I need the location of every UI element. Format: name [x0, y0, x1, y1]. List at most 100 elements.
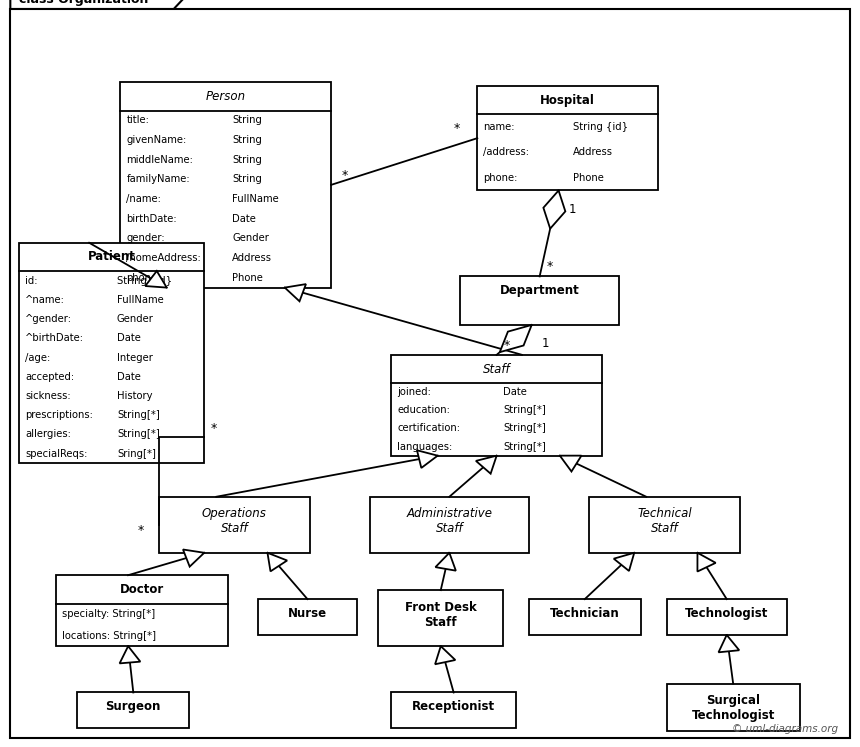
Polygon shape [183, 550, 205, 567]
FancyBboxPatch shape [258, 599, 357, 635]
Text: Gender: Gender [117, 314, 154, 324]
Text: ^gender:: ^gender: [25, 314, 72, 324]
Text: Hospital: Hospital [540, 93, 595, 107]
FancyBboxPatch shape [391, 692, 516, 728]
Polygon shape [697, 553, 716, 571]
Text: String[*]: String[*] [503, 441, 546, 452]
Text: Date: Date [117, 333, 141, 344]
Text: 1: 1 [542, 338, 550, 350]
Text: title:: title: [126, 115, 150, 125]
Text: Address: Address [232, 253, 272, 263]
Polygon shape [435, 553, 456, 571]
Text: Staff: Staff [482, 362, 511, 376]
FancyBboxPatch shape [589, 497, 740, 553]
Text: Patient: Patient [88, 250, 135, 264]
Text: Receptionist: Receptionist [412, 700, 495, 713]
Text: Department: Department [500, 284, 580, 297]
Polygon shape [120, 646, 140, 663]
Text: id:: id: [25, 276, 38, 286]
Text: Date: Date [503, 387, 527, 397]
Text: String[*]: String[*] [117, 430, 160, 439]
Text: Phone: Phone [573, 173, 604, 183]
Text: phone:: phone: [126, 273, 161, 283]
Text: name:: name: [483, 122, 515, 132]
Text: prescriptions:: prescriptions: [25, 410, 93, 420]
Polygon shape [719, 635, 740, 652]
FancyBboxPatch shape [120, 82, 331, 288]
Text: ^birthDate:: ^birthDate: [25, 333, 84, 344]
Text: middleName:: middleName: [126, 155, 194, 165]
Text: ^name:: ^name: [25, 295, 64, 305]
Text: locations: String[*]: locations: String[*] [62, 630, 156, 640]
Text: familyName:: familyName: [126, 174, 190, 185]
Text: String[*]: String[*] [117, 410, 160, 420]
Text: Technologist: Technologist [685, 607, 768, 620]
Text: *: * [211, 422, 217, 436]
FancyBboxPatch shape [56, 575, 228, 646]
Text: Integer: Integer [117, 353, 153, 362]
Polygon shape [500, 325, 531, 352]
Text: Phone: Phone [232, 273, 263, 283]
Text: phone:: phone: [483, 173, 518, 183]
FancyBboxPatch shape [19, 243, 204, 463]
FancyBboxPatch shape [529, 599, 641, 635]
Text: /name:: /name: [126, 194, 162, 204]
Text: /address:: /address: [483, 147, 529, 158]
Text: Surgical
Technologist: Surgical Technologist [691, 694, 775, 722]
Text: *: * [138, 524, 144, 537]
Text: FullName: FullName [232, 194, 279, 204]
Text: String: String [232, 174, 262, 185]
FancyBboxPatch shape [77, 692, 189, 728]
Text: sickness:: sickness: [25, 391, 71, 401]
Polygon shape [417, 450, 438, 468]
Text: Nurse: Nurse [288, 607, 327, 620]
Text: History: History [117, 391, 152, 401]
Polygon shape [614, 553, 635, 571]
Text: 1: 1 [569, 203, 576, 216]
Text: Address: Address [573, 147, 613, 158]
Text: Front Desk
Staff: Front Desk Staff [405, 601, 476, 629]
Text: FullName: FullName [117, 295, 163, 305]
Text: Date: Date [232, 214, 256, 224]
Text: *: * [547, 261, 553, 273]
Text: specialty: String[*]: specialty: String[*] [62, 610, 155, 619]
FancyBboxPatch shape [666, 599, 787, 635]
Text: Operations
Staff: Operations Staff [202, 507, 267, 536]
FancyBboxPatch shape [10, 9, 850, 738]
Text: Gender: Gender [232, 233, 269, 244]
Polygon shape [285, 284, 306, 301]
Text: Doctor: Doctor [120, 583, 164, 596]
Text: String[*]: String[*] [503, 424, 546, 433]
Text: *: * [453, 123, 459, 135]
Polygon shape [145, 271, 167, 288]
FancyBboxPatch shape [391, 355, 602, 456]
FancyBboxPatch shape [378, 590, 503, 646]
FancyBboxPatch shape [370, 497, 529, 553]
Polygon shape [544, 190, 565, 229]
Text: Date: Date [117, 372, 141, 382]
Text: String[*]: String[*] [503, 406, 546, 415]
Text: String {id}: String {id} [573, 122, 628, 132]
Text: String: String [232, 115, 262, 125]
FancyBboxPatch shape [477, 86, 658, 190]
Text: *: * [504, 339, 510, 352]
FancyBboxPatch shape [666, 684, 800, 731]
Polygon shape [476, 456, 497, 474]
Text: givenName:: givenName: [126, 135, 187, 145]
Text: Surgeon: Surgeon [106, 700, 161, 713]
Text: String: String [232, 135, 262, 145]
Text: © uml-diagrams.org: © uml-diagrams.org [733, 724, 838, 734]
Text: *: * [341, 169, 347, 182]
Text: String: String [232, 155, 262, 165]
Text: Person: Person [206, 90, 246, 103]
FancyBboxPatch shape [159, 497, 310, 553]
Polygon shape [10, 0, 189, 9]
Text: allergies:: allergies: [25, 430, 71, 439]
Text: /age:: /age: [25, 353, 50, 362]
Text: class Organization: class Organization [19, 0, 148, 7]
Polygon shape [560, 456, 581, 471]
Text: specialReqs:: specialReqs: [25, 448, 88, 459]
Text: /homeAddress:: /homeAddress: [126, 253, 201, 263]
Text: String {id}: String {id} [117, 276, 172, 286]
Text: education:: education: [397, 406, 450, 415]
